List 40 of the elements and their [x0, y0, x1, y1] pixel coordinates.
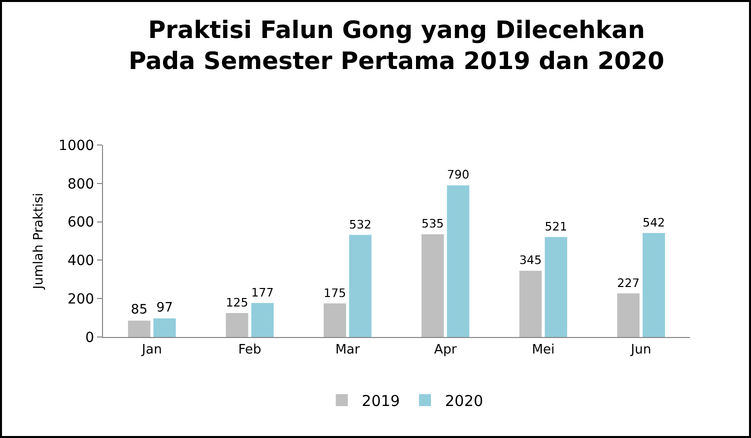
bar — [617, 293, 640, 337]
y-tick-label: 800 — [67, 176, 94, 192]
data-label: 521 — [544, 219, 568, 234]
y-tick-label: 200 — [67, 292, 94, 308]
y-tick-label: 0 — [85, 330, 94, 346]
x-tick-label: Mar — [335, 342, 360, 358]
data-label: 175 — [324, 286, 346, 300]
data-label: 790 — [446, 168, 470, 182]
bar — [519, 270, 542, 337]
bar — [324, 303, 346, 337]
bar — [446, 185, 470, 337]
bar — [226, 313, 248, 337]
legend-label: 2020 — [444, 392, 484, 410]
y-tick-label: 1000 — [58, 138, 94, 154]
data-label: 535 — [422, 216, 444, 231]
y-tick-label: 600 — [67, 214, 94, 231]
data-label: 542 — [642, 215, 665, 230]
x-tick-label: Jan — [140, 342, 162, 358]
bar — [153, 318, 176, 337]
bar — [544, 236, 568, 337]
legend-label: 2019 — [362, 392, 400, 410]
bar — [251, 303, 274, 337]
x-tick-label: Feb — [238, 342, 262, 358]
x-tick-label: Mei — [532, 342, 555, 358]
y-axis-title: Jumlah Praktisi — [32, 192, 47, 290]
bar — [349, 234, 372, 337]
data-label: 532 — [349, 217, 372, 232]
data-label: 345 — [519, 253, 542, 268]
data-label: 97 — [156, 300, 173, 316]
data-label: 125 — [226, 295, 248, 310]
x-tick-label: Apr — [434, 342, 458, 358]
data-label: 177 — [251, 285, 274, 300]
y-tick-label: 400 — [67, 253, 94, 270]
bar — [422, 234, 444, 337]
chart-title: Praktisi Falun Gong yang Dilecehkan Pada Semester Pertama 2019 dan 2020 — [128, 16, 664, 76]
x-tick-label: Jun — [630, 342, 652, 358]
data-label: 227 — [617, 276, 640, 290]
bar — [642, 232, 665, 337]
bar — [128, 320, 150, 337]
data-label: 85 — [130, 302, 148, 318]
